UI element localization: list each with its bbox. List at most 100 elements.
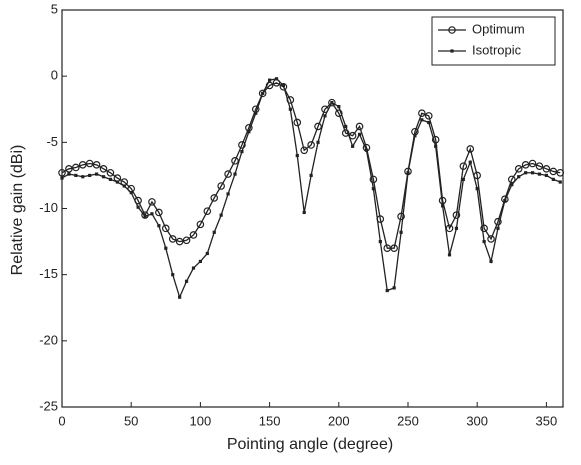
data-point bbox=[517, 175, 521, 179]
data-point bbox=[544, 173, 548, 178]
data-point bbox=[427, 120, 431, 125]
data-point bbox=[530, 171, 535, 175]
data-point bbox=[521, 161, 530, 169]
data-point bbox=[524, 171, 528, 175]
y-tick-label: -15 bbox=[39, 266, 58, 281]
data-point bbox=[88, 173, 92, 178]
data-point bbox=[424, 112, 433, 120]
data-point bbox=[182, 236, 191, 245]
data-point bbox=[288, 107, 292, 111]
legend-box bbox=[431, 16, 556, 66]
data-point bbox=[72, 163, 80, 172]
data-point bbox=[78, 161, 87, 169]
data-point bbox=[217, 182, 225, 190]
data-point bbox=[316, 140, 320, 144]
data-point bbox=[267, 78, 272, 82]
data-point bbox=[300, 146, 308, 155]
data-point bbox=[279, 82, 288, 91]
x-tick-label: 250 bbox=[397, 413, 419, 428]
data-point bbox=[434, 144, 438, 148]
data-point bbox=[274, 77, 279, 81]
x-tick-label: 350 bbox=[536, 413, 558, 428]
data-point bbox=[489, 259, 493, 264]
data-point bbox=[101, 175, 106, 179]
data-point bbox=[482, 239, 486, 244]
x-tick-label: 200 bbox=[328, 413, 350, 428]
data-point bbox=[390, 244, 398, 253]
data-point bbox=[150, 212, 154, 216]
data-point bbox=[129, 191, 133, 195]
data-point bbox=[466, 145, 475, 153]
data-point bbox=[157, 224, 161, 228]
x-axis-label: Pointing angle (degree) bbox=[227, 436, 393, 453]
data-point bbox=[507, 175, 516, 184]
data-point bbox=[418, 109, 426, 118]
data-point bbox=[369, 175, 378, 184]
data-point bbox=[378, 239, 382, 244]
y-tick-label: -20 bbox=[39, 332, 58, 347]
data-point bbox=[281, 83, 286, 88]
data-point bbox=[447, 253, 452, 257]
data-point bbox=[334, 109, 343, 118]
legend-marker bbox=[448, 26, 456, 34]
data-point bbox=[392, 286, 396, 290]
data-point bbox=[189, 231, 198, 239]
data-point bbox=[314, 122, 322, 131]
data-point bbox=[171, 273, 175, 277]
data-point bbox=[85, 159, 94, 168]
data-point bbox=[440, 204, 445, 208]
data-point bbox=[210, 194, 219, 202]
series-line bbox=[61, 82, 561, 249]
data-point bbox=[81, 175, 85, 179]
data-point bbox=[459, 162, 468, 170]
x-tick-label: 150 bbox=[259, 413, 281, 428]
data-point bbox=[385, 288, 389, 293]
legend-label: Optimum bbox=[472, 21, 525, 36]
data-point bbox=[461, 177, 465, 181]
y-tick-label: -10 bbox=[39, 200, 58, 215]
data-point bbox=[494, 217, 502, 226]
data-point bbox=[238, 141, 246, 149]
x-tick-label: 300 bbox=[466, 413, 488, 428]
data-point bbox=[355, 122, 364, 131]
data-point bbox=[233, 172, 237, 176]
legend-label: Isotropic bbox=[472, 42, 522, 57]
data-point bbox=[475, 187, 479, 191]
y-tick-label: -5 bbox=[46, 134, 58, 149]
x-tick-label: 0 bbox=[58, 413, 65, 428]
data-point bbox=[551, 177, 555, 181]
data-point bbox=[514, 165, 523, 173]
data-point bbox=[191, 266, 196, 270]
legend-marker bbox=[450, 49, 454, 53]
data-point bbox=[323, 114, 327, 118]
y-axis-label: Relative gain (dBi) bbox=[9, 145, 26, 276]
data-point bbox=[341, 129, 350, 137]
data-point bbox=[406, 171, 410, 175]
data-point bbox=[205, 251, 209, 256]
data-point bbox=[420, 118, 424, 122]
data-point bbox=[94, 172, 99, 176]
data-point bbox=[148, 198, 156, 206]
data-point bbox=[92, 161, 101, 169]
y-tick-label: 0 bbox=[51, 68, 58, 83]
data-point bbox=[510, 183, 514, 187]
data-point bbox=[302, 210, 306, 215]
data-point bbox=[198, 259, 202, 264]
data-point bbox=[261, 91, 265, 95]
data-point bbox=[413, 134, 417, 138]
x-tick-label: 50 bbox=[124, 413, 138, 428]
data-point bbox=[212, 230, 216, 234]
data-point bbox=[108, 177, 113, 181]
data-point bbox=[480, 224, 488, 233]
data-point bbox=[528, 159, 537, 168]
data-point bbox=[364, 148, 369, 152]
data-point bbox=[468, 160, 472, 164]
data-point bbox=[231, 157, 239, 165]
data-point bbox=[337, 105, 341, 109]
data-point bbox=[431, 135, 440, 144]
data-point bbox=[307, 141, 315, 149]
data-point bbox=[115, 180, 119, 184]
y-tick-label: -25 bbox=[39, 398, 58, 413]
data-point bbox=[224, 170, 232, 178]
